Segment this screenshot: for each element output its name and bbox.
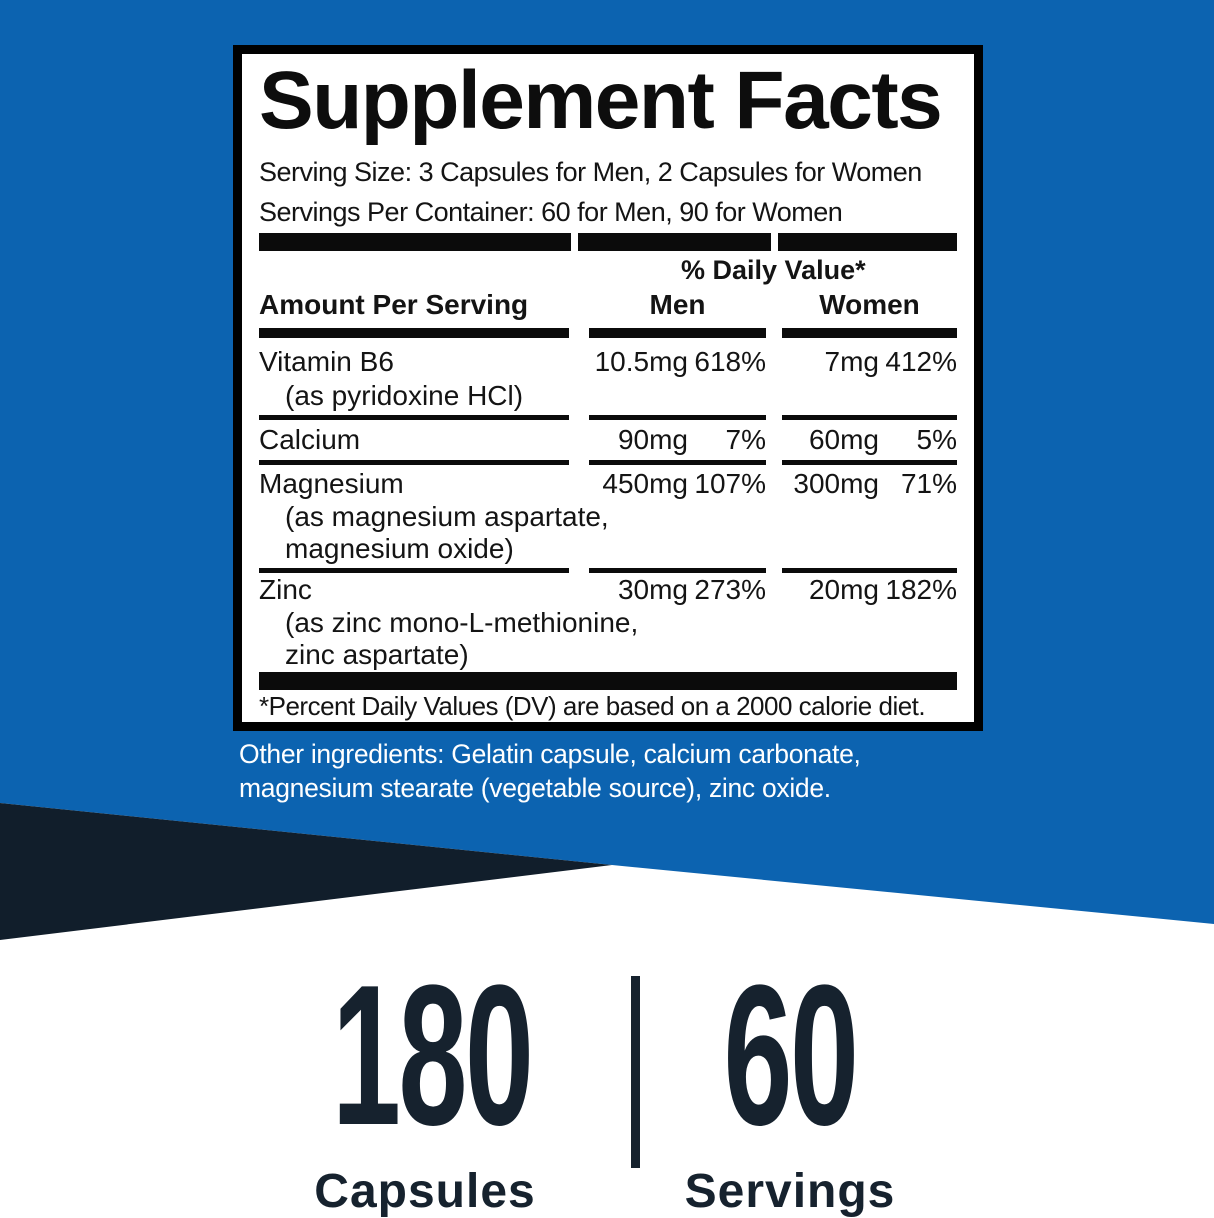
supplement-facts-content: Supplement Facts Serving Size: 3 Capsule…	[259, 54, 957, 722]
separator-segment	[589, 415, 766, 420]
women-amount: 20mg	[808, 574, 879, 605]
men-daily-value: 618%	[694, 346, 766, 377]
separator-segment	[589, 568, 766, 573]
men-amount: 450mg	[602, 468, 688, 499]
underline-segment	[259, 328, 569, 338]
nutrient-name: Calcium	[259, 424, 361, 455]
nutrient-name: Zinc	[259, 574, 312, 605]
women-values: 20mg 182%	[782, 574, 957, 606]
capsules-count: 180	[332, 944, 534, 1167]
separator-segment	[259, 568, 569, 573]
nutrient-name: Magnesium	[259, 468, 404, 499]
separator-segment	[782, 568, 957, 573]
separator-segment	[589, 460, 766, 465]
column-header-men: Men	[649, 289, 706, 320]
women-values: 300mg 71%	[782, 468, 957, 500]
column-header-amount: Amount Per Serving	[259, 289, 529, 320]
nutrient-subline: (as pyridoxine HCl)	[285, 380, 524, 411]
men-values: 450mg 107%	[589, 468, 766, 500]
servings-per-container-line: Servings Per Container: 60 for Men, 90 f…	[259, 197, 843, 227]
men-amount: 10.5mg	[594, 346, 688, 377]
women-values: 7mg 412%	[782, 346, 957, 378]
nutrient-row-calcium: Calcium 90mg 7% 60mg 5%	[259, 424, 957, 456]
separator-segment	[782, 415, 957, 420]
panel-title: Supplement Facts	[259, 55, 943, 146]
row-separator	[259, 415, 957, 420]
serving-info: Serving Size: 3 Capsules for Men, 2 Caps…	[259, 152, 957, 232]
divider-segment	[259, 233, 571, 251]
men-values: 90mg 7%	[589, 424, 766, 456]
capsules-count-block: 180 Capsules	[275, 944, 575, 1218]
section-divider-bar-top	[259, 233, 957, 251]
nutrient-subline: magnesium oxide)	[285, 533, 514, 564]
women-values: 60mg 5%	[782, 424, 957, 456]
nutrient-subline: (as magnesium aspartate,	[285, 501, 609, 532]
counts-divider-line	[631, 976, 640, 1168]
servings-label: Servings	[684, 1165, 896, 1218]
nutrient-name: Vitamin B6	[259, 346, 394, 377]
nutrient-row-vitamin-b6: Vitamin B6 10.5mg 618% 7mg 412%	[259, 346, 957, 378]
women-daily-value: 182%	[885, 574, 957, 605]
women-daily-value: 412%	[885, 346, 957, 377]
women-amount: 300mg	[793, 468, 879, 499]
servings-count-block: 60 Servings	[640, 944, 940, 1218]
daily-value-header: % Daily Value*	[681, 255, 866, 285]
row-separator	[259, 460, 957, 465]
column-header-women: Women	[819, 289, 920, 320]
underline-segment	[589, 328, 766, 338]
row-separator	[259, 568, 957, 573]
serving-size-line: Serving Size: 3 Capsules for Men, 2 Caps…	[259, 157, 922, 187]
daily-value-footnote: *Percent Daily Values (DV) are based on …	[259, 691, 926, 721]
divider-segment	[578, 233, 771, 251]
nutrient-subline: zinc aspartate)	[285, 639, 469, 670]
separator-segment	[259, 415, 569, 420]
separator-segment	[782, 460, 957, 465]
women-amount: 60mg	[808, 424, 879, 455]
men-values: 10.5mg 618%	[589, 346, 766, 378]
men-values: 30mg 273%	[589, 574, 766, 606]
nutrient-subline: (as zinc mono-L-methionine,	[285, 607, 639, 638]
capsules-label: Capsules	[314, 1165, 536, 1218]
men-daily-value: 273%	[694, 574, 766, 605]
women-daily-value: 71%	[900, 468, 957, 499]
nutrient-row-zinc: Zinc 30mg 273% 20mg 182%	[259, 574, 957, 606]
men-daily-value: 107%	[694, 468, 766, 499]
column-header-underline	[259, 328, 957, 338]
women-daily-value: 5%	[916, 424, 957, 455]
men-amount: 90mg	[617, 424, 688, 455]
women-amount: 7mg	[824, 346, 879, 377]
underline-segment	[782, 328, 957, 338]
servings-count: 60	[723, 944, 859, 1167]
men-amount: 30mg	[617, 574, 688, 605]
men-daily-value: 7%	[725, 424, 766, 455]
supplement-facts-panel: Supplement Facts Serving Size: 3 Capsule…	[233, 45, 983, 731]
other-ingredients-text: Other ingredients: Gelatin capsule, calc…	[239, 739, 861, 803]
column-header-row: Amount Per Serving Men Women	[259, 289, 957, 321]
nutrient-row-magnesium: Magnesium 450mg 107% 300mg 71%	[259, 468, 957, 500]
section-divider-bar-bottom	[259, 672, 957, 690]
separator-segment	[259, 460, 569, 465]
divider-segment	[778, 233, 957, 251]
